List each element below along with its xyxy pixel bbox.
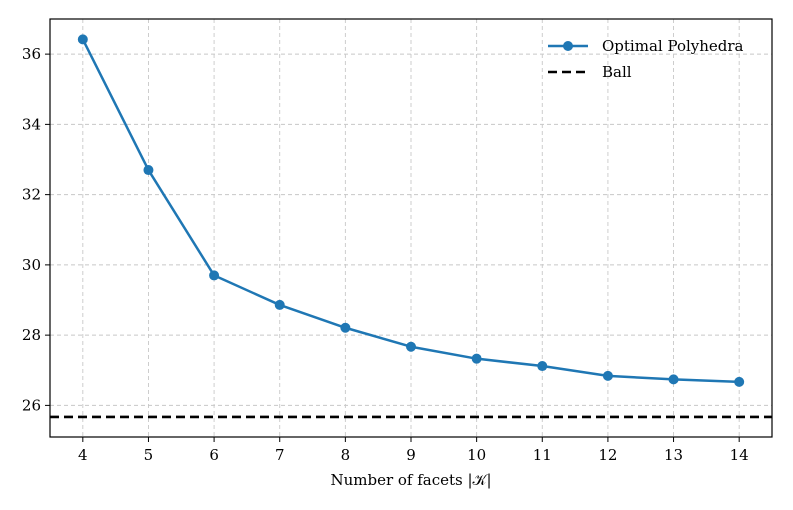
x-tick-label: 9 [406,446,416,464]
y-tick-label: 30 [22,256,41,274]
legend: Optimal Polyhedra Ball [548,37,744,81]
x-tick-label: 14 [730,446,749,464]
data-point [471,353,482,364]
x-tick-label: 13 [664,446,683,464]
legend-label: Ball [602,63,632,81]
data-point [340,322,351,333]
data-point [77,34,88,45]
x-tick-label: 10 [467,446,486,464]
data-point [143,165,154,176]
y-axis-ticks: 26 28 30 32 34 36 [22,45,50,414]
x-tick-label: 12 [598,446,617,464]
x-tick-label: 6 [209,446,219,464]
grid-lines [50,19,772,437]
y-tick-label: 34 [22,115,41,133]
y-tick-label: 32 [22,186,41,204]
x-tick-label: 11 [533,446,552,464]
plot-frame [49,18,773,438]
y-tick-label: 26 [22,396,41,414]
data-point [537,361,548,372]
legend-marker-dot [563,41,573,51]
x-tick-label: 5 [144,446,154,464]
x-tick-label: 8 [341,446,351,464]
data-point [406,341,416,352]
y-tick-label: 28 [22,326,41,344]
optimal-polyhedra-series [77,34,745,387]
x-tick-label: 7 [275,446,285,464]
x-axis-ticks: 4 5 6 7 8 9 10 11 12 13 14 [78,437,749,464]
data-point [734,376,745,387]
y-tick-label: 36 [22,45,41,63]
x-axis-label: Number of facets |𝒦| [330,471,491,489]
data-point [668,374,679,385]
legend-label: Optimal Polyhedra [602,37,744,55]
x-tick-label: 4 [78,446,88,464]
data-point [602,370,613,381]
data-point [209,270,220,281]
data-point [274,299,285,310]
